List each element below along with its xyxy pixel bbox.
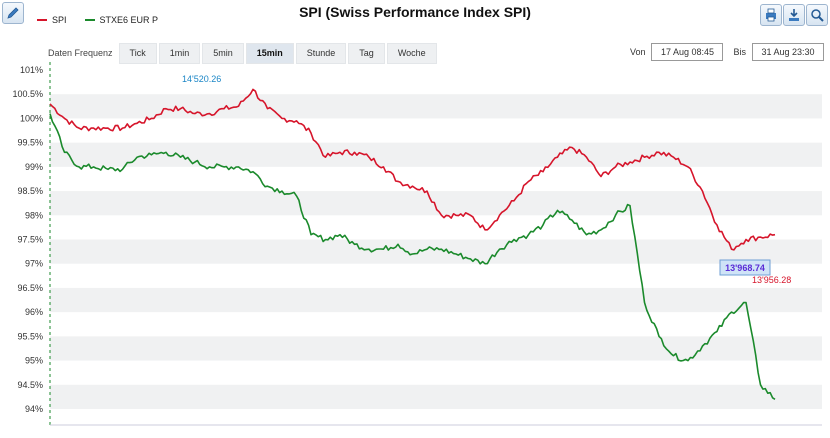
series-line-stxe6 bbox=[49, 113, 776, 400]
y-tick-label: 99.5% bbox=[17, 138, 43, 148]
y-tick-label: 95% bbox=[25, 356, 43, 366]
end-value-label-spi: 13'956.28 bbox=[752, 275, 791, 285]
date-range: Von 17 Aug 08:45 Bis 31 Aug 23:30 bbox=[630, 43, 824, 61]
frequency-tab-stunde[interactable]: Stunde bbox=[295, 42, 347, 64]
frequency-tab-tick[interactable]: Tick bbox=[118, 42, 157, 64]
grid-band bbox=[50, 142, 822, 167]
to-label: Bis bbox=[733, 47, 746, 57]
hover-value-label: 13'968.74 bbox=[725, 263, 765, 273]
grid-band bbox=[50, 239, 822, 264]
zoom-button[interactable] bbox=[806, 4, 828, 26]
y-tick-label: 94.5% bbox=[17, 380, 43, 390]
download-button[interactable] bbox=[783, 4, 805, 26]
max-value-label: 14'520.26 bbox=[182, 74, 221, 84]
download-icon bbox=[789, 9, 799, 21]
grid-band bbox=[50, 384, 822, 409]
y-tick-label: 100% bbox=[20, 113, 43, 123]
frequency-selector: Daten Frequenz Tick 1min 5min 15min Stun… bbox=[48, 42, 439, 64]
grid-band bbox=[50, 336, 822, 361]
page-title: SPI (Swiss Performance Index SPI) bbox=[299, 4, 531, 20]
y-tick-label: 99% bbox=[25, 162, 43, 172]
legend-swatch-spi bbox=[37, 19, 47, 21]
legend-label-stxe6: STXE6 EUR P bbox=[99, 15, 159, 25]
legend-label-spi: SPI bbox=[52, 15, 67, 25]
y-tick-label: 98.5% bbox=[17, 186, 43, 196]
top-bar: SPI (Swiss Performance Index SPI) bbox=[0, 0, 830, 30]
frequency-tab-1min[interactable]: 1min bbox=[158, 42, 201, 64]
legend-item-stxe6[interactable]: STXE6 EUR P bbox=[84, 15, 159, 25]
frequency-tab-15min[interactable]: 15min bbox=[245, 42, 294, 64]
grid-band bbox=[50, 94, 822, 119]
print-button[interactable] bbox=[760, 4, 782, 26]
edit-icon bbox=[7, 7, 19, 19]
y-tick-label: 94% bbox=[25, 404, 43, 414]
frequency-tab-5min[interactable]: 5min bbox=[202, 42, 244, 64]
grid-band bbox=[50, 191, 822, 216]
frequency-tab-tag[interactable]: Tag bbox=[348, 42, 385, 64]
edit-button[interactable] bbox=[2, 2, 24, 24]
from-date-input[interactable]: 17 Aug 08:45 bbox=[651, 43, 724, 61]
frequency-tab-woche[interactable]: Woche bbox=[386, 42, 437, 64]
y-tick-label: 98% bbox=[25, 210, 43, 220]
zoom-icon bbox=[811, 9, 824, 22]
series-line-spi bbox=[49, 88, 776, 251]
y-tick-label: 96% bbox=[25, 307, 43, 317]
y-tick-label: 97.5% bbox=[17, 235, 43, 245]
frequency-label: Daten Frequenz bbox=[48, 48, 113, 58]
legend-item-spi[interactable]: SPI bbox=[37, 15, 67, 25]
print-icon bbox=[766, 8, 776, 22]
from-label: Von bbox=[629, 47, 646, 57]
to-date-input[interactable]: 31 Aug 23:30 bbox=[752, 43, 824, 61]
grid-band bbox=[50, 287, 822, 313]
y-tick-label: 101% bbox=[20, 65, 43, 75]
y-tick-label: 97% bbox=[25, 259, 43, 269]
y-tick-label: 100.5% bbox=[12, 89, 43, 99]
legend-swatch-stxe6 bbox=[84, 19, 95, 21]
y-tick-label: 95.5% bbox=[17, 331, 43, 341]
hover-value-box bbox=[719, 259, 771, 276]
chart-legend: SPI STXE6 EUR P bbox=[37, 15, 158, 25]
y-tick-label: 96.5% bbox=[17, 283, 43, 293]
